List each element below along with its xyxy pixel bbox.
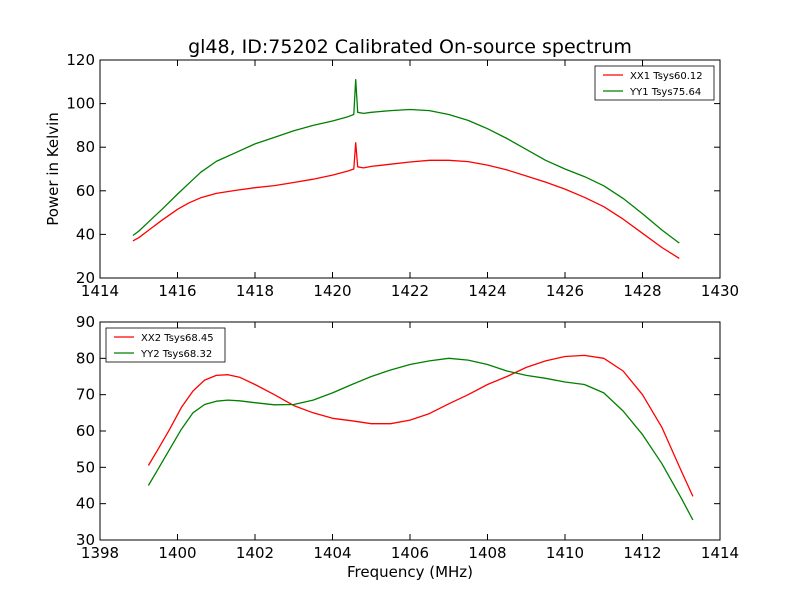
axis-ticks: 1398 1400 1402 1404 1406 1408 1410 1412 1414 30 40… (76, 313, 739, 562)
chart-title: gl48, ID:75202 Calibrated On-source spec… (188, 36, 632, 58)
legend-box (105, 327, 226, 363)
series-line-yy2 (147, 357, 694, 521)
legend-box (594, 65, 715, 101)
y-tick-label: 80 (76, 138, 95, 156)
x-tick-label: 1422 (391, 282, 429, 300)
chart-bottom: Frequency (MHz) 1398 1400 1402 1404 1406 1408… (76, 313, 739, 581)
x-tick-label: 1412 (623, 544, 661, 562)
y-tick-label: 60 (76, 182, 95, 200)
legend-label-xx1: XX1 Tsys60.12 (630, 71, 703, 82)
y-tick-label: 70 (76, 386, 95, 404)
y-axis-label: Power in Kelvin (44, 112, 62, 226)
legend: XX2 Tsys68.45 YY2 Tsys68.32 (105, 327, 226, 363)
series-group (147, 354, 694, 521)
series-line-xx2 (147, 354, 694, 497)
legend-label-yy2: YY2 Tsys68.32 (140, 349, 212, 360)
x-tick-label: 1400 (158, 544, 196, 562)
series-line-xx1 (132, 142, 680, 259)
x-tick-label: 1406 (391, 544, 429, 562)
y-tick-label: 40 (76, 225, 95, 243)
y-tick-label: 30 (76, 531, 95, 549)
y-tick-label: 40 (76, 495, 95, 513)
series-line-yy1 (132, 78, 680, 244)
x-tick-label: 1408 (468, 544, 506, 562)
x-axis-label: Frequency (MHz) (347, 563, 473, 581)
x-tick-label: 1402 (236, 544, 274, 562)
legend-label-yy1: YY1 Tsys75.64 (629, 87, 701, 98)
chart-top: gl48, ID:75202 Calibrated On-source spec… (44, 36, 739, 300)
y-tick-label: 80 (76, 349, 95, 367)
y-tick-label: 60 (76, 422, 95, 440)
series-group (132, 78, 680, 259)
y-tick-label: 50 (76, 458, 95, 476)
x-tick-label: 1428 (623, 282, 661, 300)
x-tick-label: 1418 (236, 282, 274, 300)
y-tick-label: 20 (76, 269, 95, 287)
x-tick-label: 1430 (701, 282, 739, 300)
x-tick-label: 1398 (81, 544, 119, 562)
y-tick-label: 120 (66, 51, 95, 69)
legend: XX1 Tsys60.12 YY1 Tsys75.64 (594, 65, 715, 101)
x-tick-label: 1414 (701, 544, 739, 562)
y-tick-label: 90 (76, 313, 95, 331)
x-tick-label: 1416 (158, 282, 196, 300)
x-tick-label: 1410 (546, 544, 584, 562)
y-tick-label: 100 (66, 95, 95, 113)
x-tick-label: 1420 (313, 282, 351, 300)
axis-ticks: 1414 1416 1418 1420 1422 1424 1426 1428 1430 20 40… (66, 51, 739, 300)
x-tick-label: 1424 (468, 282, 506, 300)
legend-label-xx2: XX2 Tsys68.45 (141, 333, 214, 344)
x-tick-label: 1426 (546, 282, 584, 300)
x-tick-label: 1414 (81, 282, 119, 300)
x-tick-label: 1404 (313, 544, 351, 562)
